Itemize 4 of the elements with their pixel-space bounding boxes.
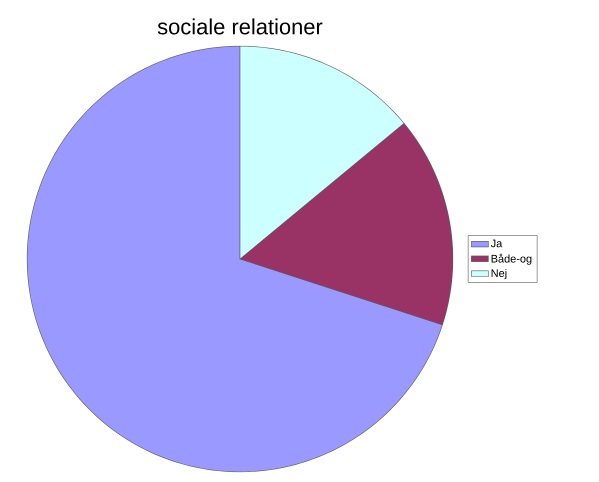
legend-label: Ja	[490, 240, 502, 248]
legend-label: Nej	[492, 268, 506, 280]
chart-title: sociale relationer	[158, 18, 322, 35]
legend-label: Både-og	[492, 254, 532, 265]
